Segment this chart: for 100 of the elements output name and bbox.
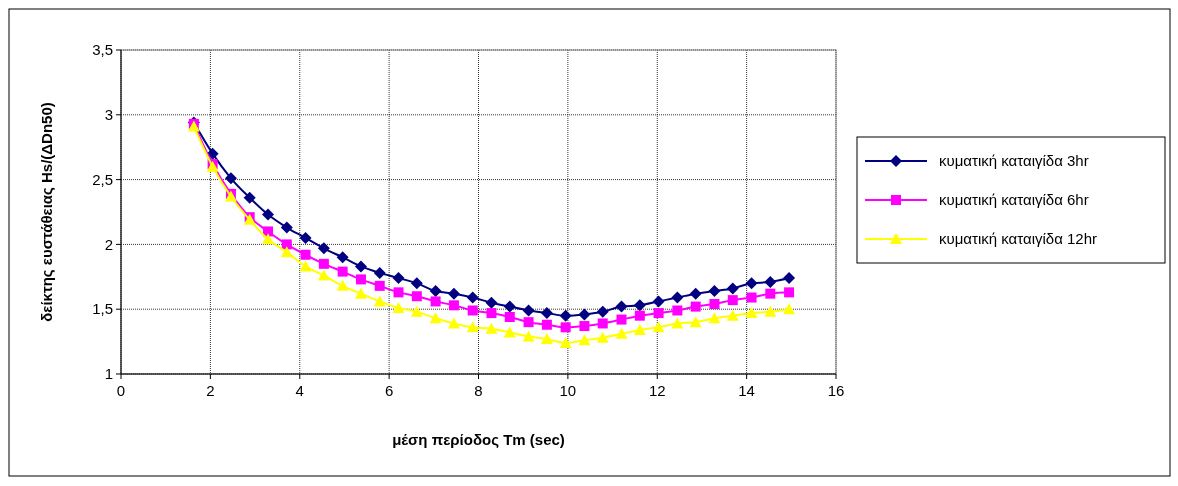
point [373,295,386,307]
point [540,307,553,320]
point [355,274,366,285]
x-tick-label: 16 [827,382,845,399]
y-axis-title: δείκτης ευστάθειας Hs/(ΔDn50) [38,102,55,322]
point [430,296,441,307]
point [373,266,386,279]
point [336,251,349,264]
point [485,322,498,334]
point [411,291,422,302]
x-tick-label: 0 [116,382,126,399]
point [318,258,329,269]
point [615,300,628,313]
y-tick-label: 3 [104,106,113,124]
point [466,291,479,304]
point [503,326,516,338]
point [559,309,572,322]
point [392,301,405,313]
y-tick-label: 2,5 [92,170,113,188]
point [410,277,423,290]
point [689,316,702,328]
point [541,319,552,330]
point [708,312,721,324]
x-tick-label: 12 [648,382,666,399]
point [765,288,776,299]
point [503,300,516,313]
point [726,282,739,295]
point [633,323,646,335]
point [504,311,515,322]
point [337,266,348,277]
point [746,292,757,303]
point [300,249,311,260]
point [447,317,460,329]
point [634,310,645,321]
x-tick-label: 14 [738,382,755,399]
point [709,299,720,310]
point [671,317,684,329]
point [578,334,591,346]
point [299,231,312,244]
x-tick-label: 10 [559,382,577,399]
point [354,287,367,299]
point [653,308,664,319]
legend-label: κυματική καταιγίδα 3hr [939,152,1089,170]
point [672,305,683,316]
point [690,301,701,312]
point [764,305,777,317]
point [281,239,292,250]
legend-label: κυματική καταιγίδα 6hr [939,191,1089,209]
point [354,260,367,273]
point [317,242,330,255]
point [783,272,796,285]
point [522,330,535,342]
point [486,308,497,319]
point [727,295,738,306]
point [764,275,777,288]
point [745,277,758,290]
point [671,291,684,304]
point [578,308,591,321]
point [615,327,628,339]
point [374,280,385,291]
point [597,318,608,329]
point [596,305,609,318]
y-tick-label: 1 [104,365,113,383]
point [280,246,293,258]
point [262,233,275,245]
point [784,287,795,298]
point [540,333,553,345]
point [317,269,330,281]
x-tick-label: 4 [295,382,304,399]
point [410,305,423,317]
point [429,312,442,324]
point [579,321,590,332]
y-tick-label: 2 [104,235,113,253]
point [560,322,571,333]
point [708,285,721,298]
point [523,317,534,328]
y-tick-label: 1,5 [92,300,113,318]
point [392,272,405,285]
point [466,321,479,333]
point [224,172,237,185]
point [616,314,627,325]
point [467,305,478,316]
point [522,304,535,317]
point [652,295,665,308]
point [745,307,758,319]
point [393,287,404,298]
point [783,303,796,315]
point [633,299,646,312]
x-axis-title: μέση περίοδος Tm (sec) [392,431,565,448]
point [263,226,274,237]
point [280,221,293,234]
x-tick-label: 8 [474,382,483,399]
point [689,287,702,300]
point [299,260,312,272]
point [485,296,498,309]
x-tick-label: 2 [206,382,215,399]
point [596,331,609,343]
point [559,336,572,348]
point [429,285,442,298]
point [726,309,739,321]
